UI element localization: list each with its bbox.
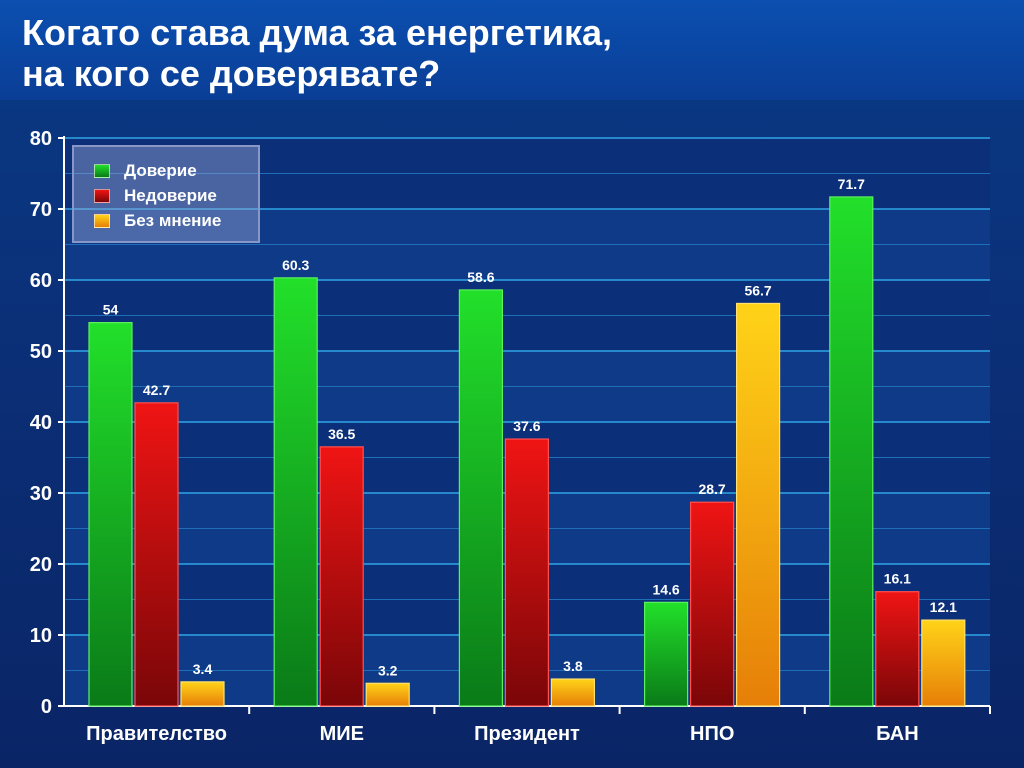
bar-distrust <box>689 501 735 707</box>
title-banner: Когато става дума за енергетика, на кого… <box>0 0 1024 100</box>
data-label: 3.8 <box>563 658 583 674</box>
y-tick-label: 70 <box>30 199 52 221</box>
title-line-1: Когато става дума за енергетика, <box>22 12 613 53</box>
y-tick-label: 60 <box>30 270 52 292</box>
bar-trust <box>829 196 874 707</box>
legend: Доверие Недоверие Без мнение <box>72 145 260 243</box>
y-tick-label: 20 <box>30 554 52 576</box>
data-label: 58.6 <box>467 269 494 285</box>
x-category-label: МИЕ <box>320 723 364 745</box>
legend-swatch-no-opinion <box>94 214 110 228</box>
data-label: 16.1 <box>884 571 911 587</box>
data-label: 12.1 <box>930 599 957 615</box>
data-label: 28.7 <box>698 481 725 497</box>
data-label: 56.7 <box>744 282 771 298</box>
title-line-2: на кого се доверявате? <box>22 53 441 94</box>
page-title: Когато става дума за енергетика, на кого… <box>22 12 612 94</box>
x-category-label: Президент <box>474 723 580 745</box>
bar-no-opinion <box>180 681 225 707</box>
legend-label-trust: Доверие <box>124 161 197 180</box>
bar-no-opinion <box>921 619 966 707</box>
bar-trust <box>88 322 133 707</box>
x-category-label: Правителство <box>86 723 227 745</box>
data-label: 3.4 <box>193 661 213 677</box>
y-tick-label: 40 <box>30 412 52 434</box>
data-label: 14.6 <box>652 581 679 597</box>
y-tick-label: 50 <box>30 341 52 363</box>
y-tick-label: 30 <box>30 483 52 505</box>
data-label: 71.7 <box>838 176 865 192</box>
bar-distrust <box>875 591 920 707</box>
y-tick-label: 80 <box>30 128 52 150</box>
bar-distrust <box>134 402 179 707</box>
x-category-label: НПО <box>690 723 734 745</box>
bar-no-opinion <box>550 678 596 707</box>
bar-trust <box>273 277 318 707</box>
bar-no-opinion <box>365 682 410 707</box>
x-category-label: БАН <box>876 723 919 745</box>
legend-item-trust: Доверие <box>94 159 197 183</box>
data-label: 42.7 <box>143 382 170 398</box>
legend-item-distrust: Недоверие <box>94 184 217 208</box>
bar-trust <box>458 289 503 707</box>
bar-distrust <box>319 446 364 707</box>
labels: 54 42.7 3.4 Правителство 60.3 36.5 3.2 МИЕ 58.6 3… <box>86 176 957 745</box>
y-tick-label: 10 <box>30 625 52 647</box>
data-label: 54 <box>103 302 119 318</box>
legend-label-no-opinion: Без мнение <box>124 211 222 230</box>
data-label: 3.2 <box>378 662 398 678</box>
bar-distrust <box>504 438 549 707</box>
y-tick-label: 0 <box>41 696 52 718</box>
data-label: 60.3 <box>282 257 309 273</box>
bar-trust <box>643 601 689 707</box>
data-label: 37.6 <box>513 418 540 434</box>
bar-no-opinion <box>735 302 781 707</box>
bars <box>88 196 966 707</box>
legend-label-distrust: Недоверие <box>124 186 217 205</box>
legend-swatch-trust <box>94 164 110 178</box>
legend-swatch-distrust <box>94 189 110 203</box>
data-label: 36.5 <box>328 426 355 442</box>
legend-item-no-opinion: Без мнение <box>94 209 221 233</box>
